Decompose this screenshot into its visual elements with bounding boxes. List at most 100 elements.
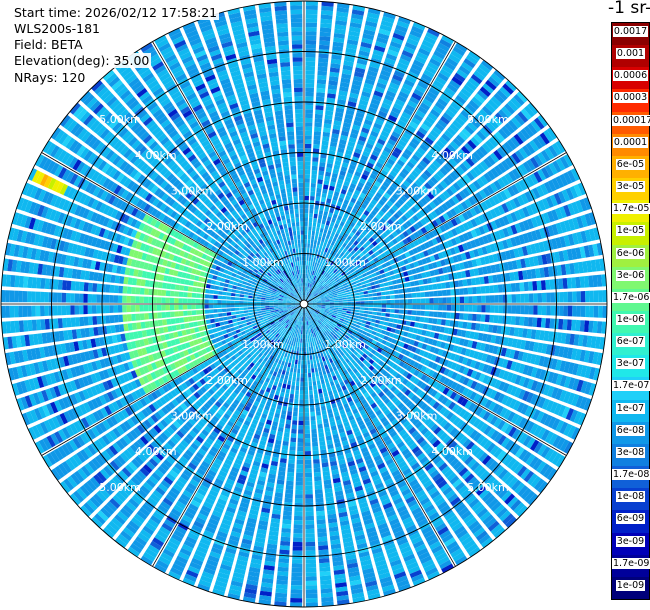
range-gate-cell xyxy=(319,205,325,211)
range-gate-cell xyxy=(416,363,424,371)
range-gate-cell xyxy=(321,305,326,307)
range-gate-cell xyxy=(490,220,498,230)
range-gate-cell xyxy=(381,300,387,304)
range-gate-cell xyxy=(390,328,396,333)
range-gate-cell xyxy=(433,290,438,297)
range-gate-cell xyxy=(436,340,442,348)
range-gate-cell xyxy=(356,263,362,269)
range-gate-cell xyxy=(537,199,546,211)
range-gate-cell xyxy=(338,306,343,308)
range-gate-cell xyxy=(309,279,312,284)
range-gate-cell xyxy=(415,316,421,322)
range-gate-cell xyxy=(381,339,387,345)
range-gate-cell xyxy=(424,233,431,241)
range-gate-cell xyxy=(423,250,429,257)
range-gate-cell xyxy=(504,157,514,169)
range-gate-cell xyxy=(470,278,477,286)
range-gate-cell xyxy=(572,232,579,245)
range-gate-cell xyxy=(329,185,335,191)
range-gate-cell xyxy=(556,264,563,276)
range-gate-cell xyxy=(322,188,328,194)
range-gate-cell xyxy=(515,294,521,303)
range-gate-cell xyxy=(524,191,533,203)
range-gate-cell xyxy=(510,361,517,371)
range-gate-cell xyxy=(554,305,560,316)
range-gate-cell xyxy=(354,116,364,123)
range-gate-cell xyxy=(392,166,400,174)
range-gate-cell xyxy=(559,360,567,372)
range-gate-cell xyxy=(595,336,601,349)
range-gate-cell xyxy=(300,381,304,387)
range-gate-cell xyxy=(306,342,309,348)
range-gate-cell xyxy=(483,276,489,284)
range-gate-cell xyxy=(331,279,336,284)
range-gate-cell xyxy=(322,370,327,375)
range-gate-cell xyxy=(319,157,327,163)
range-gate-cell xyxy=(367,256,373,262)
range-gate-cell xyxy=(485,121,496,132)
range-gate-cell xyxy=(356,331,362,337)
range-gate-cell xyxy=(375,319,381,324)
range-gate-cell xyxy=(446,144,457,154)
range-gate-cell xyxy=(330,63,341,69)
range-gate-cell xyxy=(393,178,402,186)
range-gate-cell xyxy=(365,246,371,252)
range-gate-cell xyxy=(305,593,318,599)
range-gate-cell xyxy=(439,326,445,333)
range-gate-cell xyxy=(369,220,376,227)
range-gate-cell xyxy=(438,333,444,341)
range-gate-cell xyxy=(315,406,321,412)
range-gate-cell xyxy=(344,113,354,120)
range-gate-cell xyxy=(357,318,363,323)
range-gate-cell xyxy=(434,356,442,363)
range-gate-cell xyxy=(446,220,454,229)
range-gate-cell xyxy=(593,290,599,303)
range-gate-cell xyxy=(425,65,437,75)
range-gate-cell xyxy=(393,147,403,155)
range-gate-cell xyxy=(462,357,469,366)
range-gate-cell xyxy=(311,290,315,294)
range-gate-cell xyxy=(383,321,389,326)
range-gate-cell xyxy=(428,291,434,297)
range-gate-cell xyxy=(530,230,538,241)
range-gate-cell xyxy=(579,349,586,362)
range-gate-cell xyxy=(350,325,356,330)
range-gate-cell xyxy=(502,359,509,369)
range-gate-cell xyxy=(304,446,311,452)
range-gate-cell xyxy=(485,140,495,151)
range-gate-cell xyxy=(304,425,310,430)
range-gate-cell xyxy=(319,162,326,168)
range-gate-cell xyxy=(540,149,551,162)
range-gate-cell xyxy=(287,362,291,368)
range-gate-cell xyxy=(314,122,322,128)
range-gate-cell xyxy=(402,180,411,188)
range-gate-cell xyxy=(518,327,524,338)
range-gate-cell xyxy=(426,91,438,100)
range-gate-cell xyxy=(368,307,374,311)
range-gate-cell xyxy=(379,106,390,114)
range-gate-cell xyxy=(287,467,295,473)
range-gate-cell xyxy=(549,279,555,290)
range-gate-cell xyxy=(381,65,393,74)
range-gate-cell xyxy=(305,515,314,521)
range-gate-cell xyxy=(431,54,444,64)
range-gate-cell xyxy=(294,502,303,508)
range-gate-cell xyxy=(367,12,380,20)
range-gate-cell xyxy=(438,153,447,163)
range-gate-cell xyxy=(313,385,317,390)
range-gate-cell xyxy=(355,63,367,70)
range-gate-cell xyxy=(318,284,323,289)
range-gate-cell xyxy=(316,308,321,311)
range-gate-cell xyxy=(403,79,415,88)
range-gate-cell xyxy=(297,438,304,443)
range-gate-cell xyxy=(285,357,290,363)
range-gate-cell xyxy=(391,182,399,190)
range-gate-cell xyxy=(330,255,335,261)
range-gate-cell xyxy=(551,238,558,250)
range-gate-cell xyxy=(551,372,559,385)
range-gate-cell xyxy=(353,266,359,271)
range-gate-cell xyxy=(308,303,313,304)
range-gate-cell xyxy=(304,334,306,339)
range-gate-cell xyxy=(569,409,579,423)
range-gate-cell xyxy=(391,223,398,230)
